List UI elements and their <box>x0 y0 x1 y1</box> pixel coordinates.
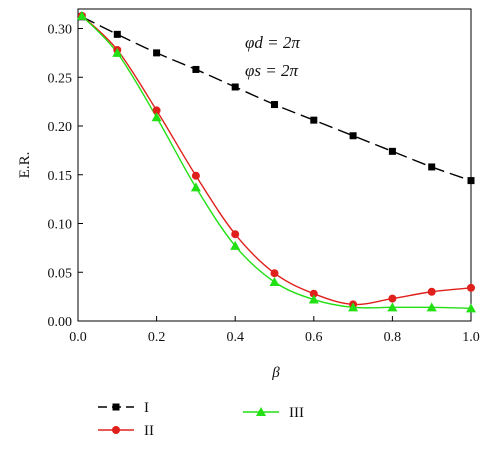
series-line-3 <box>81 15 472 310</box>
data-point-3 <box>269 277 280 286</box>
data-point-2 <box>152 106 161 115</box>
data-point-3 <box>348 302 359 312</box>
axis-ticks: 0.0 0.2 0.4 0.6 0.8 1.0 0.00 0.05 0.10 0.15 0.20 0.… <box>48 23 480 346</box>
data-point-1 <box>231 83 239 91</box>
y-tick-label: 0.25 <box>48 71 73 86</box>
y-axis-title: E.R. <box>17 152 33 179</box>
y-tick-label: 0.15 <box>48 169 73 184</box>
y-tick-label: 0.00 <box>48 315 73 330</box>
data-point-2 <box>467 283 475 292</box>
data-point-3 <box>466 303 476 313</box>
data-point-3 <box>426 302 437 312</box>
data-point-1 <box>310 116 318 124</box>
series-lines <box>81 15 472 310</box>
x-tick-label: 0.0 <box>69 330 87 345</box>
data-point-1 <box>467 177 475 185</box>
data-point-1 <box>113 30 121 38</box>
data-point-3 <box>112 47 123 57</box>
y-tick-label: 0.20 <box>48 120 73 135</box>
plot-frame <box>77 8 472 322</box>
data-point-1 <box>153 49 161 57</box>
data-point-1 <box>388 147 396 155</box>
data-point-2 <box>231 230 240 239</box>
x-tick-label: 0.8 <box>384 330 402 345</box>
y-tick-label: 0.10 <box>48 218 73 233</box>
x-tick-label: 0.4 <box>226 330 244 345</box>
data-point-2 <box>191 171 200 180</box>
y-tick-label: 0.05 <box>48 266 73 281</box>
data-point-1 <box>428 163 436 171</box>
annotation-phi-d: φd = 2π <box>245 33 300 52</box>
x-tick-label: 0.6 <box>305 330 323 345</box>
legend-label-1: I <box>144 400 149 416</box>
data-point-3 <box>308 294 319 304</box>
data-point-2 <box>270 269 279 278</box>
legend-marker-3 <box>256 407 266 416</box>
data-point-1 <box>349 132 357 140</box>
x-axis-title: β <box>271 365 280 381</box>
annotation-phi-s: φs = 2π <box>245 61 298 80</box>
data-point-3 <box>76 10 87 20</box>
data-point-1 <box>271 101 278 109</box>
data-point-3 <box>190 182 201 192</box>
legend-label-2: II <box>144 423 154 439</box>
x-tick-label: 0.2 <box>148 330 166 345</box>
data-point-3 <box>387 302 398 312</box>
data-point-2 <box>388 294 397 303</box>
data-point-3 <box>230 240 241 250</box>
data-point-3 <box>151 112 162 122</box>
series-markers <box>76 10 476 313</box>
data-point-2 <box>309 289 318 298</box>
data-point-2 <box>427 287 436 296</box>
legend-marker-2 <box>112 426 120 434</box>
y-tick-label: 0.30 <box>48 23 73 38</box>
legend-marker-1 <box>112 403 120 411</box>
data-point-1 <box>192 65 200 73</box>
legend-label-3: III <box>289 405 304 421</box>
x-tick-label: 1.0 <box>462 330 480 345</box>
